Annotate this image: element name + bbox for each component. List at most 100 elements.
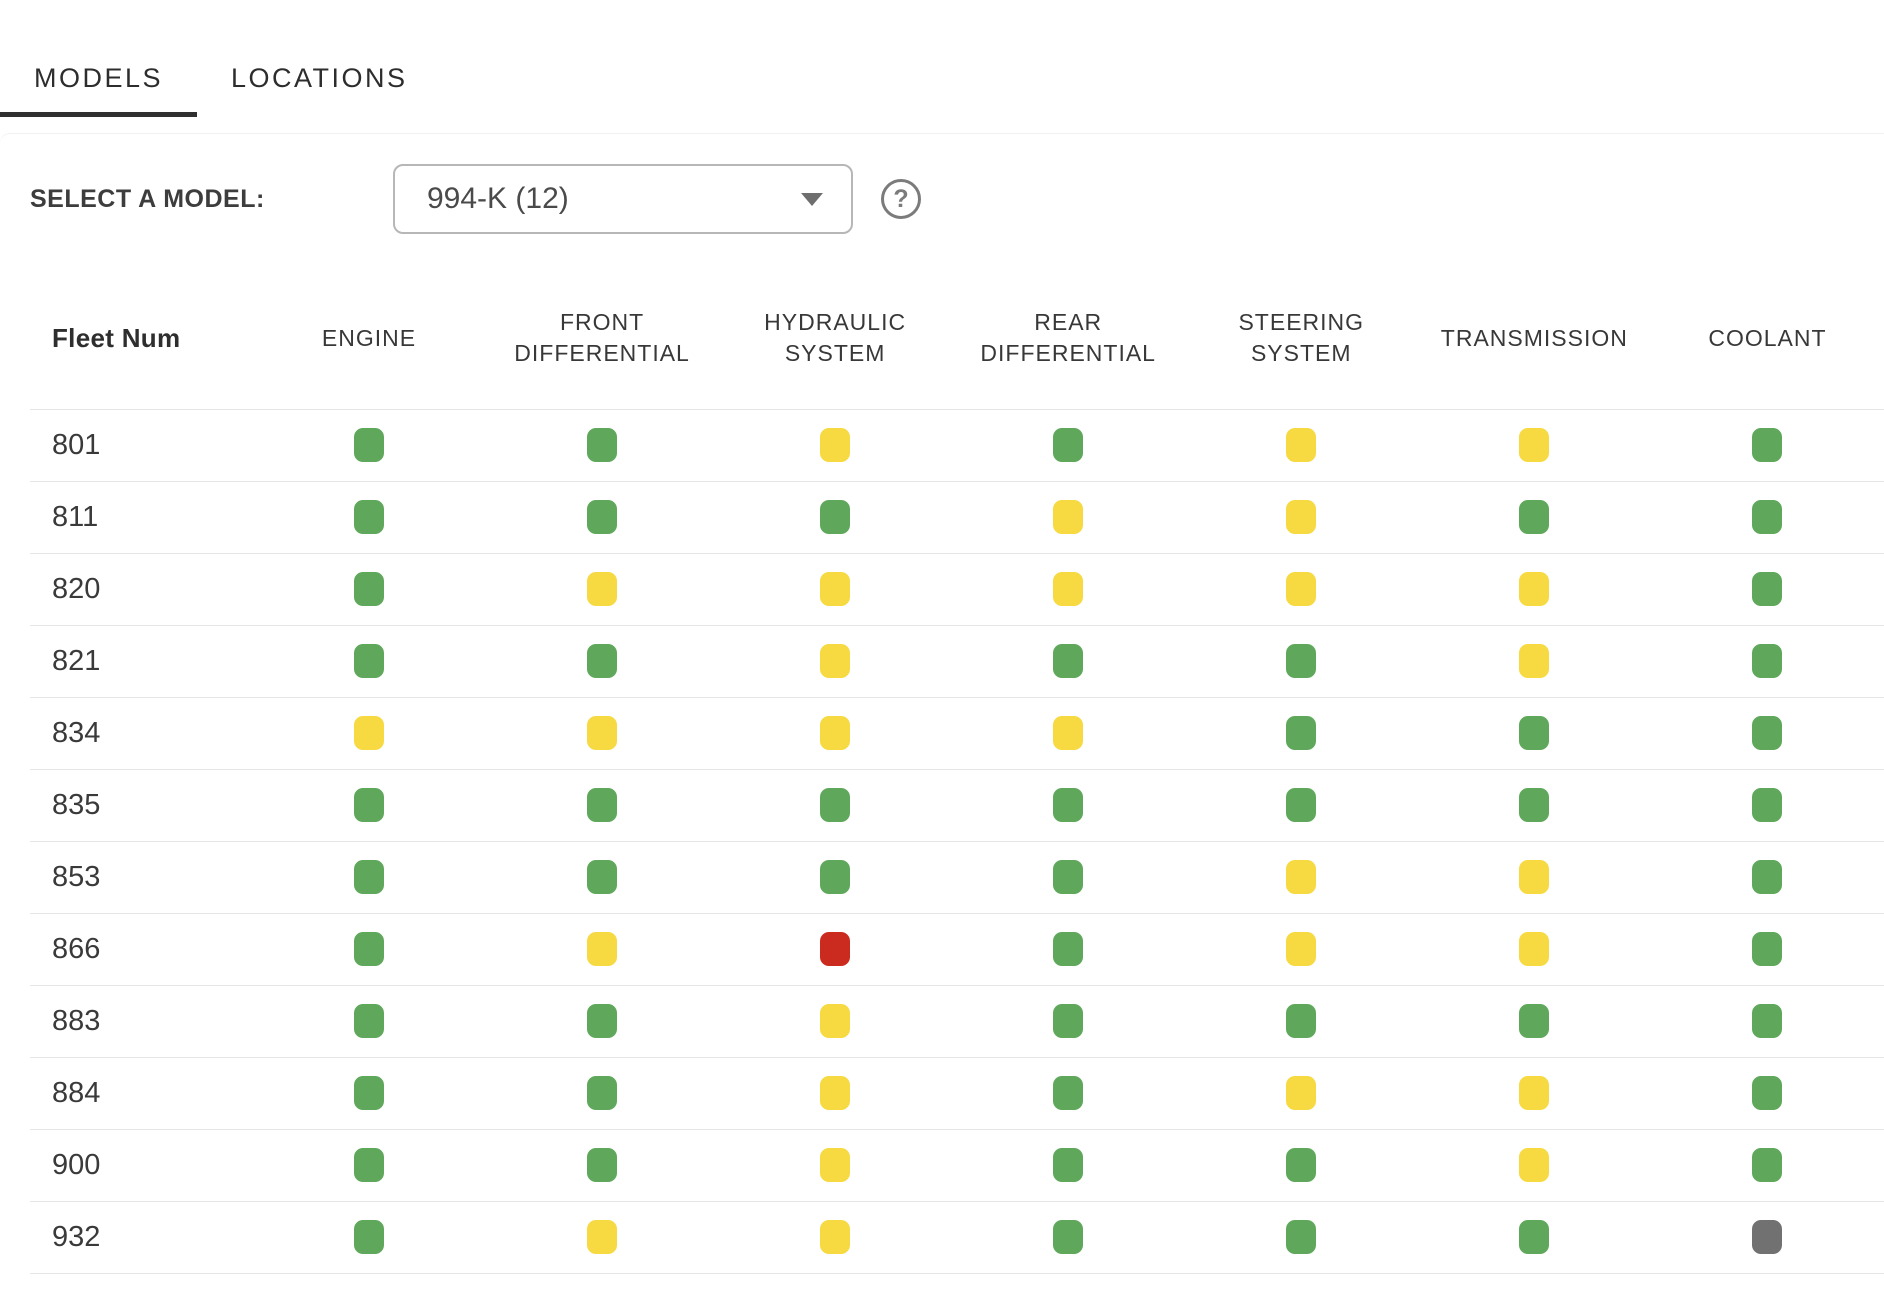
status-pill-yellow[interactable]: [1286, 500, 1317, 534]
status-pill-green[interactable]: [587, 1148, 618, 1182]
tab-locations[interactable]: LOCATIONS: [231, 63, 408, 93]
status-pill-yellow[interactable]: [820, 1004, 851, 1038]
status-pill-green[interactable]: [354, 932, 385, 966]
status-pill-green[interactable]: [1752, 428, 1783, 462]
status-pill-green[interactable]: [354, 1148, 385, 1182]
status-pill-yellow[interactable]: [1286, 572, 1317, 606]
status-pill-yellow[interactable]: [1053, 572, 1084, 606]
status-pill-green[interactable]: [587, 644, 618, 678]
status-pill-green[interactable]: [354, 860, 385, 894]
model-dropdown[interactable]: 994-K (12): [393, 164, 853, 234]
status-pill-green[interactable]: [587, 860, 618, 894]
status-pill-yellow[interactable]: [1519, 860, 1550, 894]
status-pill-green[interactable]: [1053, 1220, 1084, 1254]
status-pill-green[interactable]: [1286, 644, 1317, 678]
status-pill-green[interactable]: [587, 1004, 618, 1038]
status-cell: [1417, 985, 1651, 1058]
status-pill-yellow[interactable]: [820, 1148, 851, 1182]
status-pill-yellow[interactable]: [1053, 716, 1084, 750]
table-row: 866: [30, 913, 1884, 986]
status-pill-green[interactable]: [587, 1076, 618, 1110]
status-pill-green[interactable]: [1053, 860, 1084, 894]
status-pill-yellow[interactable]: [1286, 860, 1317, 894]
status-pill-green[interactable]: [1519, 1004, 1550, 1038]
help-icon[interactable]: ?: [881, 179, 921, 219]
status-pill-green[interactable]: [1053, 932, 1084, 966]
status-pill-green[interactable]: [1752, 860, 1783, 894]
status-pill-green[interactable]: [354, 644, 385, 678]
status-pill-green[interactable]: [587, 788, 618, 822]
fleet-num-cell: 811: [30, 481, 253, 554]
status-pill-green[interactable]: [1752, 500, 1783, 534]
status-pill-green[interactable]: [1053, 644, 1084, 678]
status-pill-green[interactable]: [1752, 572, 1783, 606]
status-pill-green[interactable]: [354, 1076, 385, 1110]
status-pill-green[interactable]: [354, 428, 385, 462]
status-pill-yellow[interactable]: [1519, 644, 1550, 678]
status-pill-green[interactable]: [1519, 1220, 1550, 1254]
status-pill-gray[interactable]: [1752, 1220, 1783, 1254]
status-cell: [1650, 481, 1884, 554]
status-pill-yellow[interactable]: [1519, 428, 1550, 462]
status-pill-green[interactable]: [354, 1004, 385, 1038]
status-pill-yellow[interactable]: [587, 716, 618, 750]
status-pill-green[interactable]: [1286, 1148, 1317, 1182]
status-pill-yellow[interactable]: [820, 1076, 851, 1110]
status-pill-green[interactable]: [354, 572, 385, 606]
status-pill-green[interactable]: [1286, 788, 1317, 822]
status-cell: [485, 1201, 719, 1274]
status-pill-green[interactable]: [820, 860, 851, 894]
status-pill-green[interactable]: [1519, 500, 1550, 534]
status-pill-green[interactable]: [1752, 1148, 1783, 1182]
status-pill-green[interactable]: [587, 500, 618, 534]
status-pill-green[interactable]: [1752, 1004, 1783, 1038]
status-pill-yellow[interactable]: [1519, 932, 1550, 966]
status-pill-yellow[interactable]: [587, 1220, 618, 1254]
status-pill-red[interactable]: [820, 932, 851, 966]
status-pill-green[interactable]: [1053, 1148, 1084, 1182]
status-pill-yellow[interactable]: [587, 572, 618, 606]
status-pill-yellow[interactable]: [820, 572, 851, 606]
tab-models[interactable]: MODELS: [0, 44, 198, 117]
status-pill-green[interactable]: [1053, 1076, 1084, 1110]
status-pill-yellow[interactable]: [1519, 572, 1550, 606]
status-pill-green[interactable]: [1286, 1220, 1317, 1254]
status-cell: [1650, 553, 1884, 626]
status-pill-yellow[interactable]: [820, 428, 851, 462]
status-pill-green[interactable]: [1752, 716, 1783, 750]
status-pill-yellow[interactable]: [1519, 1076, 1550, 1110]
status-cell: [485, 1057, 719, 1130]
status-pill-yellow[interactable]: [820, 644, 851, 678]
status-pill-green[interactable]: [1752, 788, 1783, 822]
status-pill-green[interactable]: [820, 788, 851, 822]
status-cell: [1650, 985, 1884, 1058]
fleet-num-cell: 932: [30, 1201, 253, 1274]
status-pill-green[interactable]: [1519, 716, 1550, 750]
status-pill-green[interactable]: [1752, 932, 1783, 966]
status-pill-green[interactable]: [354, 500, 385, 534]
status-pill-yellow[interactable]: [354, 716, 385, 750]
status-cell: [1650, 1057, 1884, 1130]
status-pill-yellow[interactable]: [820, 1220, 851, 1254]
status-pill-yellow[interactable]: [1053, 500, 1084, 534]
status-pill-green[interactable]: [1053, 1004, 1084, 1038]
status-pill-green[interactable]: [1519, 788, 1550, 822]
status-pill-green[interactable]: [1286, 716, 1317, 750]
status-pill-yellow[interactable]: [1519, 1148, 1550, 1182]
status-pill-yellow[interactable]: [587, 932, 618, 966]
status-pill-green[interactable]: [587, 428, 618, 462]
status-pill-green[interactable]: [354, 788, 385, 822]
status-pill-yellow[interactable]: [1286, 932, 1317, 966]
status-pill-green[interactable]: [1752, 1076, 1783, 1110]
table-row: 801: [30, 409, 1884, 482]
status-pill-green[interactable]: [1053, 788, 1084, 822]
status-pill-yellow[interactable]: [1286, 428, 1317, 462]
status-pill-yellow[interactable]: [820, 716, 851, 750]
status-pill-green[interactable]: [820, 500, 851, 534]
status-pill-green[interactable]: [354, 1220, 385, 1254]
status-pill-green[interactable]: [1752, 644, 1783, 678]
status-pill-green[interactable]: [1053, 428, 1084, 462]
table-row: 932: [30, 1201, 1884, 1274]
status-pill-green[interactable]: [1286, 1004, 1317, 1038]
status-pill-yellow[interactable]: [1286, 1076, 1317, 1110]
